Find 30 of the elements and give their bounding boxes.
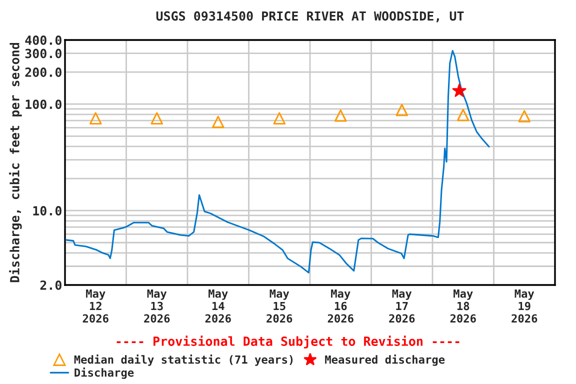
x-tick-label: May 14 2026: [205, 290, 231, 323]
point: [452, 84, 466, 97]
point: [396, 104, 408, 116]
y-tick-label: 400.0: [25, 35, 62, 45]
x-tick-label: May 19 2026: [512, 290, 538, 323]
legend-label: Discharge: [74, 368, 134, 379]
point: [89, 112, 102, 124]
x-tick-label: May 17 2026: [389, 290, 415, 323]
point: [150, 112, 164, 124]
chart-title: USGS 09314500 PRICE RIVER AT WOODSIDE, UT: [156, 11, 464, 22]
x-tick-label: May 12 2026: [82, 290, 108, 323]
y-axis-title: Discharge, cubic feet per second: [9, 43, 22, 282]
point: [212, 116, 224, 128]
line-series: [65, 50, 490, 274]
legend-label: Median daily statistic (71 years): [74, 354, 293, 366]
x-tick-label: May 13 2026: [144, 290, 170, 323]
y-tick-label: 2.0: [40, 280, 62, 290]
point: [518, 110, 531, 122]
point: [456, 108, 470, 122]
x-tick-label: May 15 2026: [266, 290, 292, 323]
point: [273, 112, 286, 124]
x-tick-label: May 18 2026: [450, 290, 476, 323]
y-tick-label: 10.0: [33, 206, 62, 216]
point: [334, 109, 347, 122]
y-tick-label: 100.0: [26, 100, 62, 110]
legend-label: Measured discharge: [325, 354, 445, 366]
y-tick-label: 300.0: [25, 48, 62, 58]
text: ---- Provisional Data Subject to Revision ----: [116, 336, 460, 348]
y-tick-label: 200.0: [25, 68, 62, 77]
x-tick-label: May 16 2026: [328, 290, 354, 323]
